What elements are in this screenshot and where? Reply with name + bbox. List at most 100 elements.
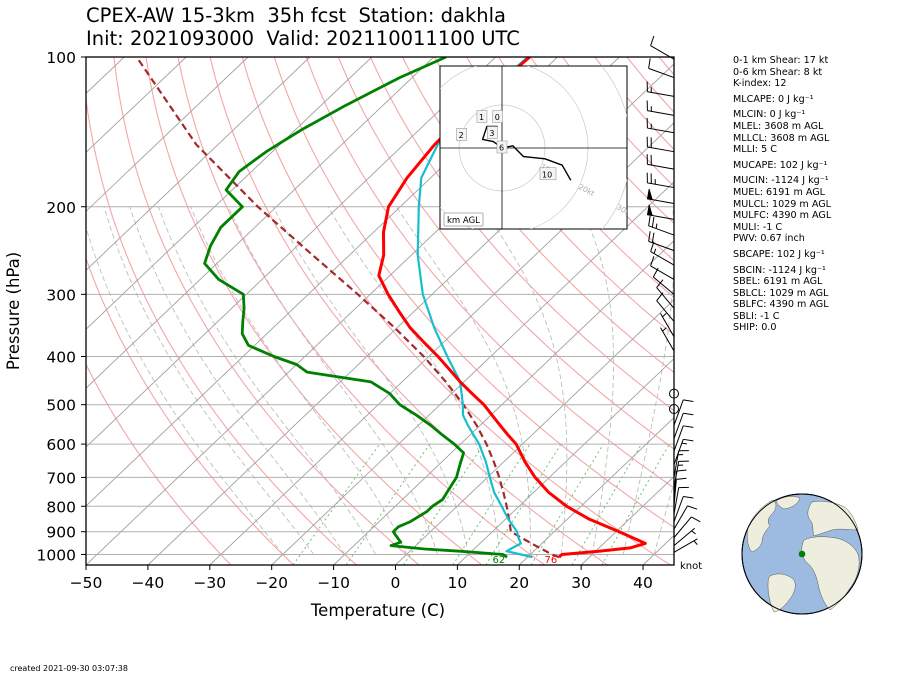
barb-full bbox=[683, 412, 694, 416]
hodograph-height-box bbox=[492, 110, 504, 123]
index-line: SBEL: 6191 m AGL bbox=[733, 276, 823, 288]
isotherm bbox=[457, 358, 674, 565]
barb-staff bbox=[673, 413, 684, 439]
axes: −50 −40 −30 −20 −10 0 10 20 30 401002003004005006… bbox=[37, 49, 653, 592]
wind-barb bbox=[669, 388, 679, 399]
index-line: MULFC: 4390 m AGL bbox=[733, 210, 832, 222]
barb-staff bbox=[647, 163, 675, 170]
barb-full bbox=[683, 496, 694, 499]
isotherm bbox=[86, 57, 373, 330]
barb-full bbox=[683, 438, 694, 442]
barb-staff bbox=[648, 225, 675, 236]
barb-staff bbox=[673, 425, 684, 452]
barb-full bbox=[648, 58, 651, 69]
mixing-ratio-line bbox=[530, 443, 604, 565]
wind-barb bbox=[646, 188, 675, 204]
barb-staff bbox=[647, 146, 675, 153]
y-tick-label: 800 bbox=[46, 498, 76, 516]
barb-staff bbox=[652, 276, 675, 295]
dewpoint-profile bbox=[203, 57, 508, 559]
x-tick-label: 30 bbox=[571, 574, 591, 592]
hodograph-height-label: 3 bbox=[489, 129, 494, 138]
title-line-2: Init: 2021093000 Valid: 202110011100 UTC bbox=[86, 27, 520, 50]
barb-full bbox=[676, 477, 687, 480]
index-line: MLLCL: 3608 m AGL bbox=[733, 132, 830, 144]
moist-adiabat bbox=[129, 206, 345, 555]
x-tick-label: 10 bbox=[448, 574, 468, 592]
barb-staff bbox=[650, 45, 675, 60]
moist-adiabat bbox=[481, 206, 568, 555]
barb-staff bbox=[650, 251, 675, 266]
index-line: SBLCL: 1029 m AGL bbox=[733, 287, 829, 299]
calm-wind-circle bbox=[669, 388, 679, 399]
x-tick-label: −40 bbox=[132, 574, 165, 592]
barb-staff bbox=[656, 287, 675, 309]
isotherm bbox=[86, 57, 311, 271]
surface-label-dewpoint: 62 bbox=[492, 555, 505, 566]
created-timestamp: created 2021-09-30 03:07:38 bbox=[10, 664, 128, 673]
stability-indices-panel: 0-1 km Shear: 17 kt 0-6 km Shear: 8 kt K-i… bbox=[733, 55, 831, 334]
hodograph-height-box bbox=[539, 167, 557, 181]
wind-barb bbox=[646, 100, 675, 116]
moist-adiabat bbox=[103, 206, 315, 555]
hodograph-height-box bbox=[496, 140, 508, 154]
barb-half bbox=[693, 540, 698, 545]
chart-title: CPEX-AW 15-3km 35h fcst Station: dakhla … bbox=[86, 4, 520, 50]
hodograph-height-label: 2 bbox=[459, 131, 464, 140]
dry-adiabat bbox=[86, 256, 295, 565]
wind-barb bbox=[650, 241, 675, 266]
wind-barb bbox=[673, 399, 694, 426]
wind-barb bbox=[673, 425, 694, 452]
wind-barb bbox=[673, 460, 689, 489]
barb-half bbox=[655, 223, 658, 229]
x-axis-label: Temperature (C) bbox=[310, 601, 445, 620]
barb-staff bbox=[647, 127, 675, 134]
globe-land-greenland bbox=[775, 496, 801, 510]
globe-land-north-america bbox=[746, 499, 777, 553]
dry-adiabat bbox=[145, 57, 483, 565]
hodograph-ring-label: 50kt bbox=[691, 243, 710, 259]
x-tick-label: −10 bbox=[317, 574, 350, 592]
wind-barb bbox=[669, 403, 679, 414]
wind-barb bbox=[648, 215, 675, 236]
isotherm bbox=[333, 240, 674, 565]
wind-barb bbox=[660, 327, 675, 352]
calm-wind-circle bbox=[669, 403, 679, 414]
moist-adiabat bbox=[396, 206, 531, 555]
index-line: SBCAPE: 102 J kg⁻¹ bbox=[733, 248, 825, 260]
y-axis-label: Pressure (hPa) bbox=[4, 252, 23, 370]
barb-staff bbox=[673, 399, 684, 426]
mixing-ratio-line bbox=[452, 443, 531, 565]
km-agl-label: km AGL bbox=[447, 216, 480, 226]
temperature-profile bbox=[377, 57, 647, 559]
moist-adiabat bbox=[86, 226, 284, 555]
moist-adiabat bbox=[653, 481, 674, 555]
globe-land-south-america bbox=[767, 573, 796, 613]
dry-adiabat bbox=[305, 57, 674, 489]
wind-barb bbox=[673, 516, 701, 538]
wind-barb bbox=[656, 279, 675, 309]
barb-staff bbox=[673, 538, 698, 553]
wind-barb bbox=[646, 154, 675, 170]
wind-barb bbox=[646, 117, 675, 134]
barb-staff bbox=[647, 182, 675, 189]
wind-barb bbox=[673, 477, 687, 507]
wind-barb bbox=[646, 136, 675, 153]
dry-adiabat bbox=[369, 57, 674, 412]
barb-half bbox=[653, 248, 657, 254]
x-tick-label: −30 bbox=[193, 574, 226, 592]
barb-staff bbox=[648, 67, 675, 79]
dry-adiabat bbox=[86, 363, 232, 565]
barb-half bbox=[681, 442, 687, 445]
x-tick-label: 0 bbox=[391, 574, 401, 592]
dry-adiabat bbox=[177, 57, 546, 565]
y-tick-label: 900 bbox=[46, 524, 76, 542]
barb-staff bbox=[673, 487, 680, 515]
barb-flag bbox=[646, 188, 653, 201]
wind-barb bbox=[648, 231, 675, 252]
hodograph-trace bbox=[481, 125, 572, 181]
mixing-ratio-line bbox=[485, 443, 562, 565]
barb-full bbox=[650, 35, 655, 46]
index-line: 0-6 km Shear: 8 kt bbox=[733, 66, 823, 78]
wind-barb bbox=[646, 204, 675, 220]
